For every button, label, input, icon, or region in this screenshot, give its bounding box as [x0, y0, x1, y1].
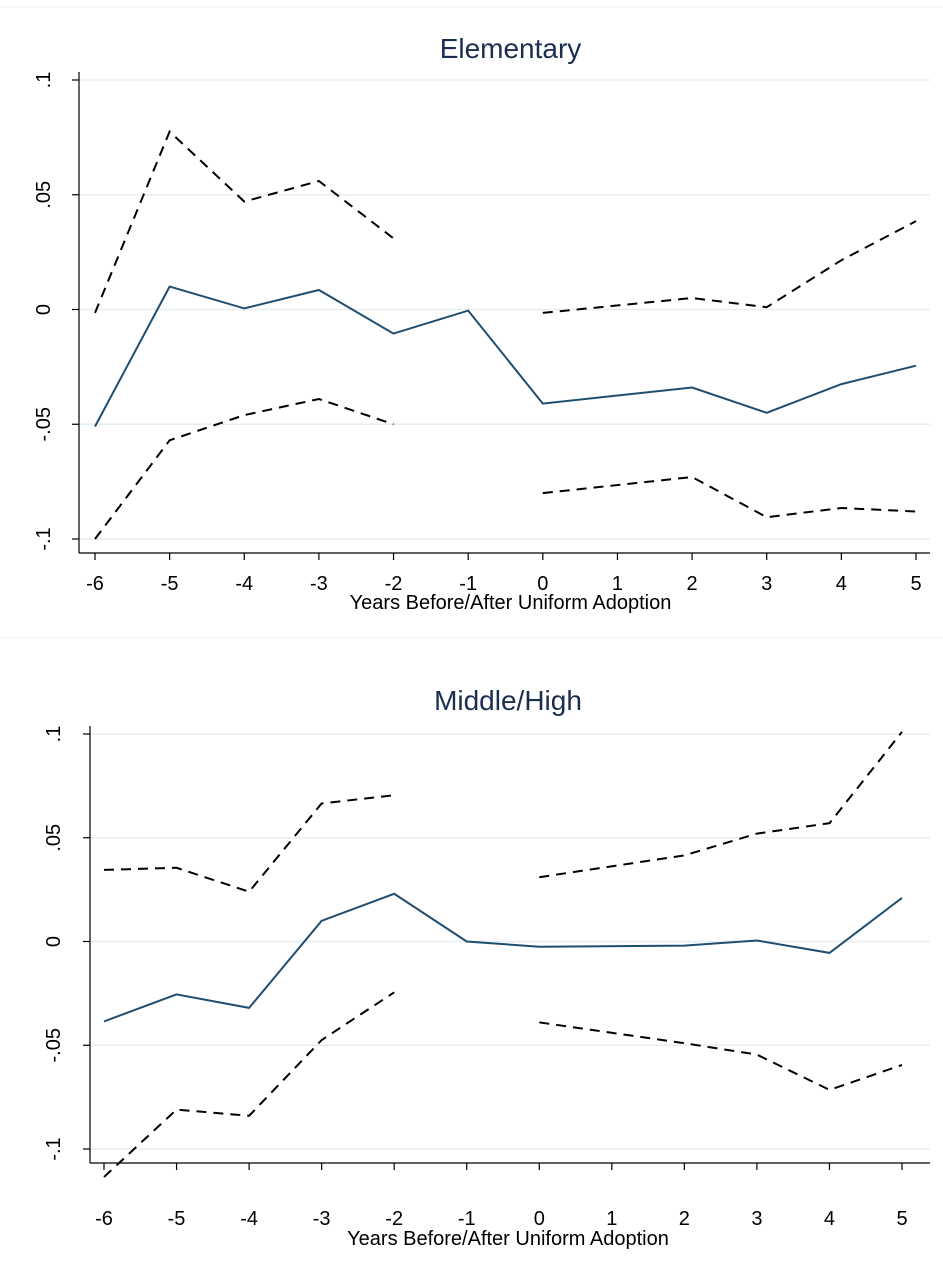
x-tick-label: -5	[161, 573, 179, 595]
x-tick-label: -3	[313, 1208, 331, 1230]
y-tick-label: .1	[33, 72, 55, 89]
x-tick-label: -3	[310, 573, 328, 595]
lower-ci-line-pre	[103, 991, 395, 1178]
y-tick-label: 0	[43, 936, 65, 947]
chart-title: Middle/High	[434, 685, 582, 716]
x-tick-label: -4	[235, 573, 253, 595]
y-tick-label: -.05	[33, 407, 55, 441]
y-tick-label: .05	[43, 824, 65, 852]
x-tick-label: -4	[240, 1208, 258, 1230]
lower-ci-line-post	[542, 475, 917, 519]
x-tick-label: 3	[751, 1208, 762, 1230]
x-tick-label: 1	[612, 573, 623, 595]
x-tick-label: 5	[910, 573, 921, 595]
x-tick-label: 4	[836, 573, 847, 595]
lower-ci-line-post	[539, 1021, 903, 1091]
x-tick-label: 5	[896, 1208, 907, 1230]
x-tick-label: -1	[458, 1208, 476, 1230]
x-tick-label: -6	[86, 573, 104, 595]
y-tick-label: -.1	[43, 1137, 65, 1160]
lower-ci-line-pre	[94, 397, 394, 540]
x-tick-label: 2	[679, 1208, 690, 1230]
upper-ci-line-post	[539, 731, 903, 879]
x-tick-label: 1	[606, 1208, 617, 1230]
upper-ci-line-pre	[103, 794, 395, 893]
elementary-panel: -.1 -.05 0 .05 .1 -6 -5 -4 -3 -2 -1 0 1 2 3 4 5 Elementar…	[33, 33, 930, 614]
y-tick-label: .1	[43, 726, 65, 743]
estimate-line	[103, 892, 903, 1023]
x-tick-label: -6	[95, 1208, 113, 1230]
y-tick-label: -.05	[43, 1028, 65, 1062]
upper-ci-line-pre	[94, 129, 395, 314]
middle-high-panel: -.1 -.05 0 .05 .1 -6 -5 -4 -3 -2 -1 0 1 2 3 4 5 Middle/Hi…	[43, 685, 930, 1250]
x-tick-label: 0	[534, 1208, 545, 1230]
x-tick-label: 2	[687, 573, 698, 595]
x-tick-label: 4	[824, 1208, 835, 1230]
chart-title: Elementary	[440, 33, 582, 64]
x-tick-label: -1	[459, 573, 477, 595]
x-tick-label: -2	[385, 1208, 403, 1230]
y-tick-label: .05	[33, 181, 55, 209]
x-tick-label: -2	[385, 573, 403, 595]
y-tick-label: 0	[33, 304, 55, 315]
x-tick-label: -5	[168, 1208, 186, 1230]
upper-ci-line-post	[542, 220, 917, 314]
x-axis-label: Years Before/After Uniform Adoption	[347, 1228, 669, 1250]
x-axis-label: Years Before/After Uniform Adoption	[350, 592, 672, 614]
x-tick-label: 3	[761, 573, 772, 595]
y-tick-label: -.1	[33, 527, 55, 550]
x-tick-label: 0	[537, 573, 548, 595]
estimate-line	[94, 285, 917, 427]
